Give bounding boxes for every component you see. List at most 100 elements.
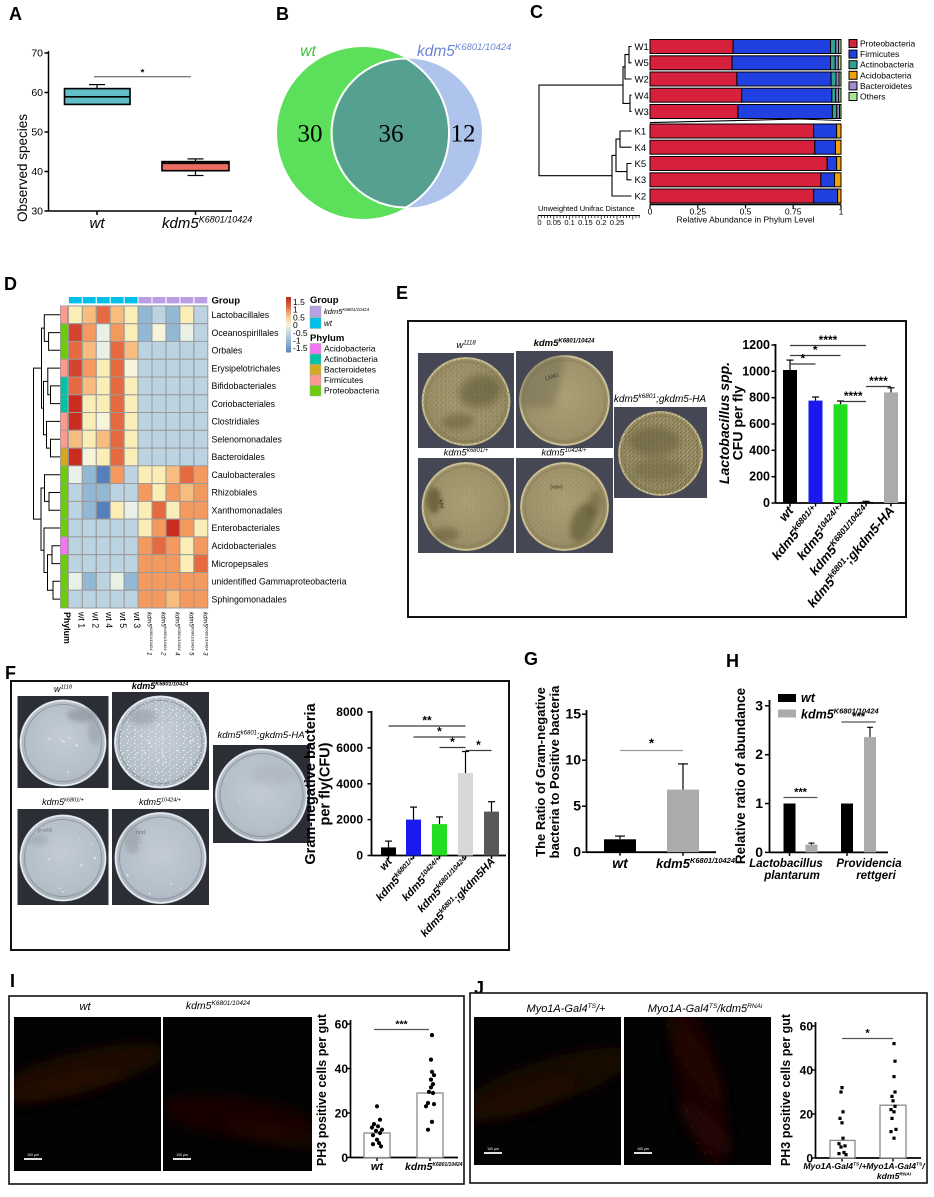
svg-text:kdm5K6801/10424 5: kdm5K6801/10424 5 <box>187 612 195 656</box>
svg-text:A: A <box>9 4 22 24</box>
svg-text:2: 2 <box>755 746 763 762</box>
svg-text:****: **** <box>819 333 838 347</box>
svg-text:Group: Group <box>212 296 241 307</box>
svg-text:0: 0 <box>341 1151 348 1165</box>
svg-text:-0.5: -0.5 <box>293 328 308 338</box>
svg-text:CFU per fly: CFU per fly <box>730 385 746 460</box>
svg-text:W5: W5 <box>635 58 649 69</box>
svg-text:Coriobacteriales: Coriobacteriales <box>212 399 276 409</box>
svg-text:Bacteroidetes: Bacteroidetes <box>324 365 376 375</box>
svg-text:F: F <box>5 663 16 683</box>
svg-text:Group: Group <box>310 295 339 306</box>
svg-text:****: **** <box>869 374 888 388</box>
svg-text:Actinobacteria: Actinobacteria <box>324 354 378 364</box>
svg-text:*: * <box>649 736 655 751</box>
svg-text:Acidobacteria: Acidobacteria <box>860 70 912 80</box>
svg-text:H: H <box>726 651 739 671</box>
svg-text:*: * <box>141 68 145 79</box>
svg-text:wt: wt <box>612 855 629 871</box>
svg-text:Xanthomonadales: Xanthomonadales <box>212 506 284 516</box>
svg-text:kA#: kA# <box>437 499 445 510</box>
svg-text:0.1: 0.1 <box>564 218 574 227</box>
svg-text:5: 5 <box>573 798 581 814</box>
svg-text:kdm510424/+: kdm510424/+ <box>139 797 182 807</box>
svg-text:400: 400 <box>749 443 770 457</box>
svg-text:kdm5K6801/10424 4: kdm5K6801/10424 4 <box>174 612 182 656</box>
svg-text:w1118: w1118 <box>456 340 476 351</box>
svg-text:0: 0 <box>648 207 653 217</box>
svg-text:3: 3 <box>755 697 763 713</box>
svg-text:kdm5K6801/10424 2: kdm5K6801/10424 2 <box>160 612 168 656</box>
svg-text:1000: 1000 <box>742 364 770 378</box>
svg-text:plantarum: plantarum <box>763 870 820 882</box>
svg-text:W2: W2 <box>635 75 649 86</box>
svg-text:100 μm: 100 μm <box>176 1153 188 1157</box>
svg-text:Myo1A-Gal4TS/+: Myo1A-Gal4TS/+ <box>527 1003 607 1015</box>
svg-text:K1: K1 <box>635 127 647 138</box>
svg-text:Phylum: Phylum <box>62 612 72 644</box>
svg-text:36: 36 <box>379 121 404 148</box>
svg-text:Myo1A-Gal4TS/: Myo1A-Gal4TS/ <box>866 1161 926 1171</box>
svg-text:Micropepsales: Micropepsales <box>212 559 269 569</box>
svg-text:kdm5K6801/10424: kdm5K6801/10424 <box>132 681 189 691</box>
svg-text:20: 20 <box>335 1107 349 1121</box>
svg-text:Myo1A-Gal4TS/kdm5RNAi: Myo1A-Gal4TS/kdm5RNAi <box>648 1003 763 1015</box>
svg-text:0.2: 0.2 <box>596 218 606 227</box>
svg-text:1: 1 <box>839 207 844 217</box>
svg-text:Proteobacteria: Proteobacteria <box>324 386 380 396</box>
svg-text:Phylum: Phylum <box>310 333 344 344</box>
svg-text:kdm510424/+: kdm510424/+ <box>541 448 587 459</box>
svg-text:Actinobacteria: Actinobacteria <box>860 60 914 70</box>
svg-text:kdm5K6801/10424: kdm5K6801/10424 <box>324 307 370 316</box>
svg-text:60: 60 <box>335 1018 349 1032</box>
svg-text:K2: K2 <box>635 192 647 203</box>
svg-text:Orbales: Orbales <box>212 346 243 356</box>
svg-text:wt: wt <box>300 43 316 60</box>
svg-text:****: **** <box>844 389 863 403</box>
svg-text:The Ratio of Gram-negative: The Ratio of Gram-negative <box>533 687 548 857</box>
svg-text:1: 1 <box>293 305 298 315</box>
svg-text:J: J <box>474 978 484 998</box>
svg-text:Acidobacteria: Acidobacteria <box>324 344 376 354</box>
svg-text:wt: wt <box>801 691 816 705</box>
svg-text:LMKI: LMKI <box>545 372 560 382</box>
svg-text:0: 0 <box>356 849 363 863</box>
svg-text:*: * <box>476 738 481 752</box>
svg-text:8000: 8000 <box>336 705 363 719</box>
svg-text:Lactobacillus: Lactobacillus <box>749 858 823 870</box>
svg-text:0.25: 0.25 <box>610 218 625 227</box>
svg-text:100 μm: 100 μm <box>637 1147 649 1151</box>
svg-text:B: B <box>276 4 289 24</box>
svg-text:40: 40 <box>335 1062 349 1076</box>
svg-text:Rhizobiales: Rhizobiales <box>212 488 258 498</box>
svg-text:Proteobacteria: Proteobacteria <box>860 39 916 49</box>
svg-text:wt: wt <box>90 215 106 232</box>
svg-text:K4: K4 <box>635 143 647 154</box>
svg-text:wt: wt <box>371 1161 385 1173</box>
svg-text:Sphingomonadales: Sphingomonadales <box>212 594 288 604</box>
svg-text:Observed species: Observed species <box>15 114 30 222</box>
svg-text:0: 0 <box>806 1152 813 1166</box>
svg-text:**: ** <box>422 714 432 728</box>
svg-text:0: 0 <box>763 496 770 510</box>
svg-text:Firmicutes: Firmicutes <box>324 375 363 385</box>
svg-text:Gram-negative bacteria: Gram-negative bacteria <box>303 702 319 864</box>
svg-text:Others: Others <box>860 92 886 102</box>
svg-text:kdm5k6801;gkdm5-HA: kdm5k6801;gkdm5-HA <box>614 393 707 405</box>
svg-text:nnd: nnd <box>136 830 145 836</box>
svg-text:1.5: 1.5 <box>293 297 305 307</box>
svg-text:PH3 positive cells per gut: PH3 positive cells per gut <box>315 1013 329 1166</box>
svg-text:K3: K3 <box>635 175 647 186</box>
svg-text:kdm5K6801/10424: kdm5K6801/10424 <box>534 338 596 349</box>
svg-text:K5: K5 <box>635 159 647 170</box>
svg-text:Myo1A-Gal4TS/+: Myo1A-Gal4TS/+ <box>803 1161 866 1171</box>
svg-text:Clostridiales: Clostridiales <box>212 417 261 427</box>
svg-text:Bifidobacteriales: Bifidobacteriales <box>212 381 277 391</box>
svg-text:0: 0 <box>755 844 763 860</box>
svg-text:*: * <box>865 1028 870 1040</box>
svg-text:wt 1: wt 1 <box>76 611 86 628</box>
svg-text:10: 10 <box>565 752 581 768</box>
svg-text:0: 0 <box>573 844 581 860</box>
svg-text:Unweighted Unifrac Distance: Unweighted Unifrac Distance <box>538 204 635 213</box>
svg-text:20: 20 <box>800 1108 814 1122</box>
